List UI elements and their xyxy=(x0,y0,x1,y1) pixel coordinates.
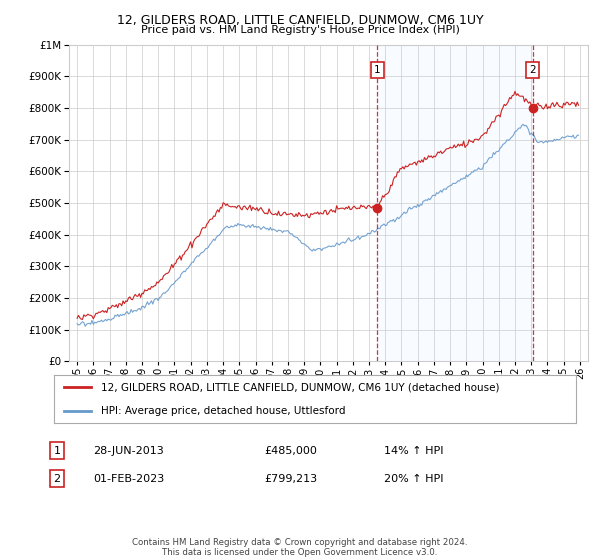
Text: 01-FEB-2023: 01-FEB-2023 xyxy=(93,474,164,484)
Text: 1: 1 xyxy=(53,446,61,456)
Text: 2: 2 xyxy=(529,65,536,75)
Text: 1: 1 xyxy=(374,65,380,75)
Text: £799,213: £799,213 xyxy=(264,474,317,484)
Text: 20% ↑ HPI: 20% ↑ HPI xyxy=(384,474,443,484)
Text: HPI: Average price, detached house, Uttlesford: HPI: Average price, detached house, Uttl… xyxy=(101,406,346,416)
Text: 12, GILDERS ROAD, LITTLE CANFIELD, DUNMOW, CM6 1UY: 12, GILDERS ROAD, LITTLE CANFIELD, DUNMO… xyxy=(116,14,484,27)
Text: Price paid vs. HM Land Registry's House Price Index (HPI): Price paid vs. HM Land Registry's House … xyxy=(140,25,460,35)
Text: Contains HM Land Registry data © Crown copyright and database right 2024.
This d: Contains HM Land Registry data © Crown c… xyxy=(132,538,468,557)
Text: 28-JUN-2013: 28-JUN-2013 xyxy=(93,446,164,456)
Text: 14% ↑ HPI: 14% ↑ HPI xyxy=(384,446,443,456)
Text: £485,000: £485,000 xyxy=(264,446,317,456)
Bar xyxy=(377,45,533,361)
Text: 2: 2 xyxy=(53,474,61,484)
Text: 12, GILDERS ROAD, LITTLE CANFIELD, DUNMOW, CM6 1UY (detached house): 12, GILDERS ROAD, LITTLE CANFIELD, DUNMO… xyxy=(101,382,499,392)
